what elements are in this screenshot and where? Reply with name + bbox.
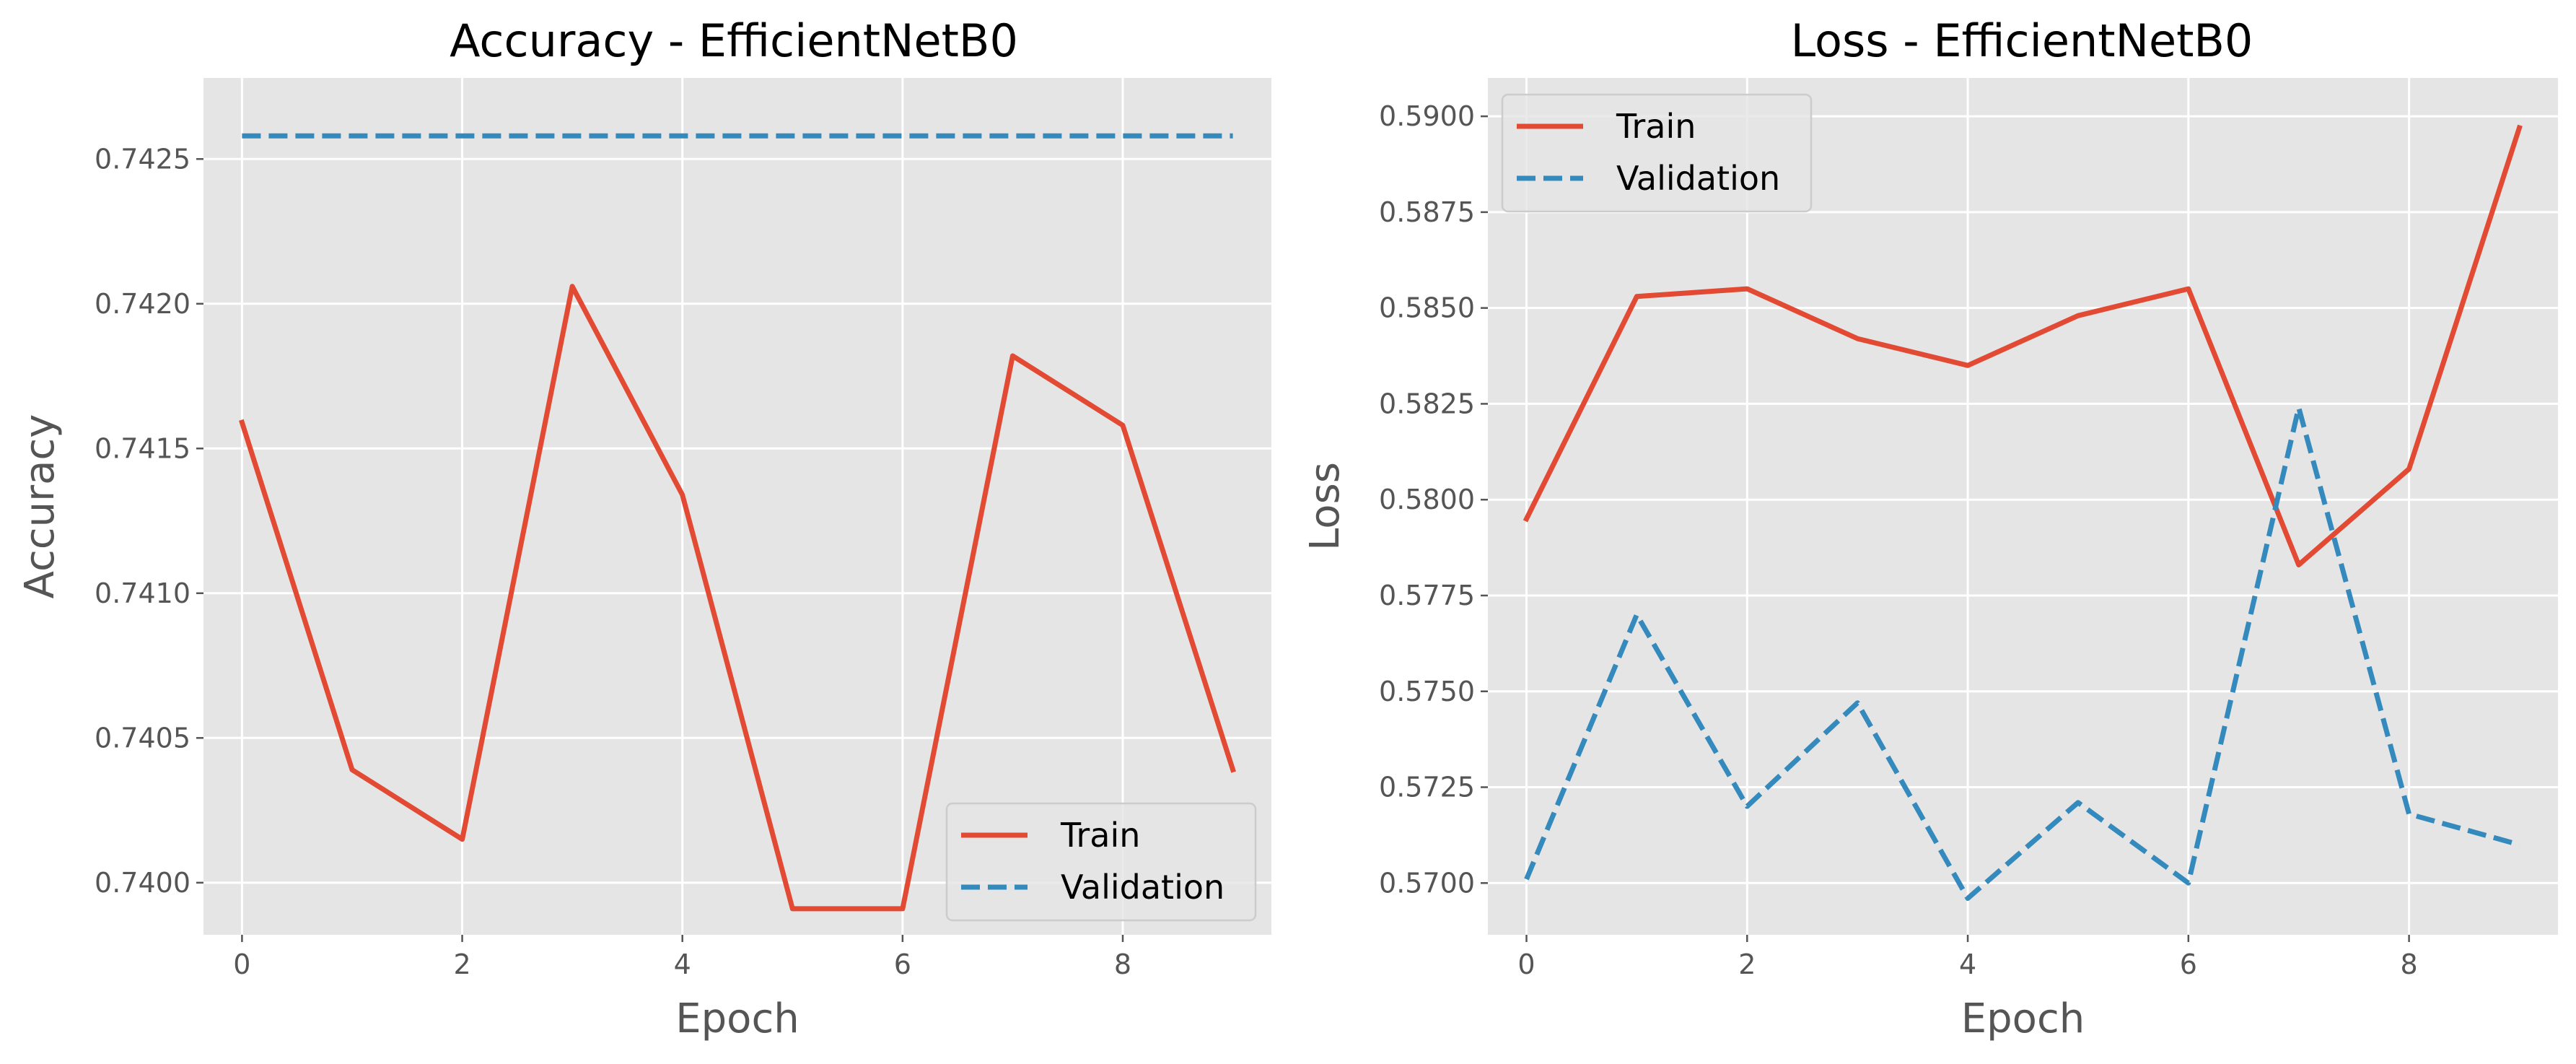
loss-ytick-label: 0.5900 bbox=[1379, 100, 1475, 132]
loss-xaxis-label: Epoch bbox=[1961, 995, 2085, 1042]
loss-ytick-label: 0.5725 bbox=[1379, 772, 1475, 803]
loss-xtick-label: 0 bbox=[1517, 949, 1535, 980]
accuracy-legend-label-train: Train bbox=[1060, 816, 1140, 855]
accuracy-ytick-label: 0.7420 bbox=[95, 288, 190, 320]
loss-xtick-label: 2 bbox=[1738, 949, 1756, 980]
loss-plot-area bbox=[1488, 78, 2558, 935]
accuracy-ytick-label: 0.7405 bbox=[95, 722, 190, 754]
loss-ytick-label: 0.5825 bbox=[1379, 388, 1475, 419]
accuracy-legend: Train Validation bbox=[945, 802, 1257, 922]
accuracy-chart-title: Accuracy - EfficientNetB0 bbox=[450, 14, 1018, 67]
loss-xtick-label: 8 bbox=[2401, 949, 2418, 980]
accuracy-legend-label-validation: Validation bbox=[1061, 868, 1225, 907]
accuracy-series-train-line bbox=[239, 284, 1236, 912]
loss-legend-label-train: Train bbox=[1616, 107, 1696, 146]
loss-series-train-line bbox=[1523, 124, 2523, 567]
loss-xtick-label: 4 bbox=[1959, 949, 1976, 980]
loss-chart-title: Loss - EfficientNetB0 bbox=[1791, 14, 2253, 67]
loss-chart: Loss - EfficientNetB0 0 2 4 6 8 0.5700 0.5725 0… bbox=[1302, 14, 2558, 1042]
accuracy-ytick-label: 0.7415 bbox=[95, 432, 190, 464]
accuracy-xtick-label: 8 bbox=[1114, 949, 1131, 980]
loss-ytick-label: 0.5750 bbox=[1379, 676, 1475, 707]
accuracy-ytick-label: 0.7425 bbox=[95, 143, 190, 175]
accuracy-ytick-label: 0.7410 bbox=[95, 577, 190, 609]
loss-ytick-label: 0.5775 bbox=[1379, 580, 1475, 611]
loss-ytick-label: 0.5850 bbox=[1379, 292, 1475, 324]
loss-ytick-label: 0.5800 bbox=[1379, 484, 1475, 515]
accuracy-plot-area bbox=[203, 78, 1271, 935]
accuracy-ytick-label: 0.7400 bbox=[95, 867, 190, 899]
accuracy-xaxis-label: Epoch bbox=[675, 995, 799, 1042]
loss-ytick-label: 0.5875 bbox=[1379, 196, 1475, 228]
loss-legend: Train Validation bbox=[1501, 93, 1813, 213]
accuracy-xtick-label: 4 bbox=[674, 949, 691, 980]
loss-legend-label-validation: Validation bbox=[1616, 159, 1780, 198]
accuracy-yaxis-label: Accuracy bbox=[17, 414, 63, 599]
loss-xtick-label: 6 bbox=[2180, 949, 2197, 980]
accuracy-xtick-label: 6 bbox=[894, 949, 911, 980]
accuracy-chart: Accuracy - EfficientNetB0 0 2 4 6 8 0.7400 0.7… bbox=[17, 14, 1271, 1042]
loss-ytick-label: 0.5700 bbox=[1379, 867, 1475, 899]
accuracy-xtick-label: 2 bbox=[453, 949, 470, 980]
loss-yaxis-label: Loss bbox=[1302, 462, 1349, 551]
accuracy-xtick-label: 0 bbox=[233, 949, 250, 980]
